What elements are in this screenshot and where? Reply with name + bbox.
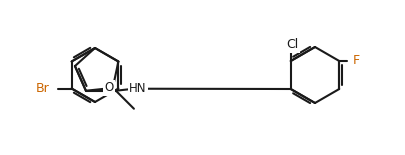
Text: Cl: Cl — [286, 38, 298, 51]
Text: F: F — [352, 55, 360, 67]
Text: O: O — [104, 81, 113, 94]
Text: Br: Br — [36, 82, 49, 95]
Text: HN: HN — [129, 82, 146, 95]
